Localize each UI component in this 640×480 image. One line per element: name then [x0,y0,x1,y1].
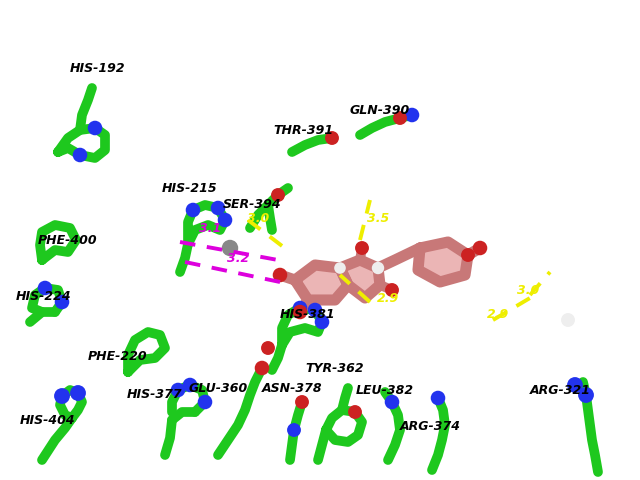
Text: 3.5: 3.5 [367,212,389,225]
Text: 3.1: 3.1 [199,221,221,235]
Point [57,392,67,400]
Text: 3.0: 3.0 [517,284,539,297]
Text: TYR-362: TYR-362 [306,361,364,374]
Point [395,114,405,122]
Text: SER-394: SER-394 [223,199,282,212]
Point [173,386,183,394]
Point [273,191,283,199]
Point [188,206,198,214]
Point [40,284,50,292]
Text: HIS-215: HIS-215 [162,181,218,194]
Point [350,408,360,416]
Point [220,216,230,224]
Text: 2.9: 2.9 [377,291,399,304]
Point [581,391,591,399]
Point [295,304,305,312]
Point [357,244,367,252]
Point [90,124,100,132]
Point [200,398,210,406]
Text: 3.2: 3.2 [227,252,249,264]
Point [570,381,580,389]
Polygon shape [340,260,380,298]
Point [289,426,299,434]
Text: PHE-400: PHE-400 [38,233,98,247]
Point [73,389,83,397]
Point [275,271,285,279]
Point [373,264,383,272]
Text: GLN-390: GLN-390 [350,104,410,117]
Point [407,111,417,119]
Text: HIS-377: HIS-377 [127,388,183,401]
Polygon shape [418,242,468,282]
Point [387,398,397,406]
Text: 3.0: 3.0 [247,212,269,225]
Point [297,398,307,406]
Text: HIS-192: HIS-192 [70,61,126,74]
Point [563,316,573,324]
Point [327,134,337,142]
Point [213,204,223,212]
Text: HIS-381: HIS-381 [280,309,336,322]
Point [185,381,195,389]
Point [295,308,305,316]
Text: ARG-374: ARG-374 [399,420,461,432]
Point [57,298,67,306]
Point [335,264,345,272]
Text: PHE-220: PHE-220 [88,350,148,363]
Polygon shape [295,265,348,300]
Text: ASN-378: ASN-378 [262,382,323,395]
Point [317,318,327,326]
Point [387,286,397,294]
Point [463,251,473,259]
Text: LEU-382: LEU-382 [356,384,414,396]
Text: ARG-321: ARG-321 [529,384,591,396]
Point [75,151,85,159]
Point [263,344,273,352]
Point [257,364,267,372]
Point [310,306,320,314]
Text: 2.9: 2.9 [487,308,509,321]
Text: GLU-360: GLU-360 [188,382,248,395]
Text: THR-391: THR-391 [273,123,333,136]
Point [225,244,235,252]
Text: HIS-224: HIS-224 [16,289,72,302]
Text: HIS-404: HIS-404 [20,413,76,427]
Point [475,244,485,252]
Point [433,394,443,402]
